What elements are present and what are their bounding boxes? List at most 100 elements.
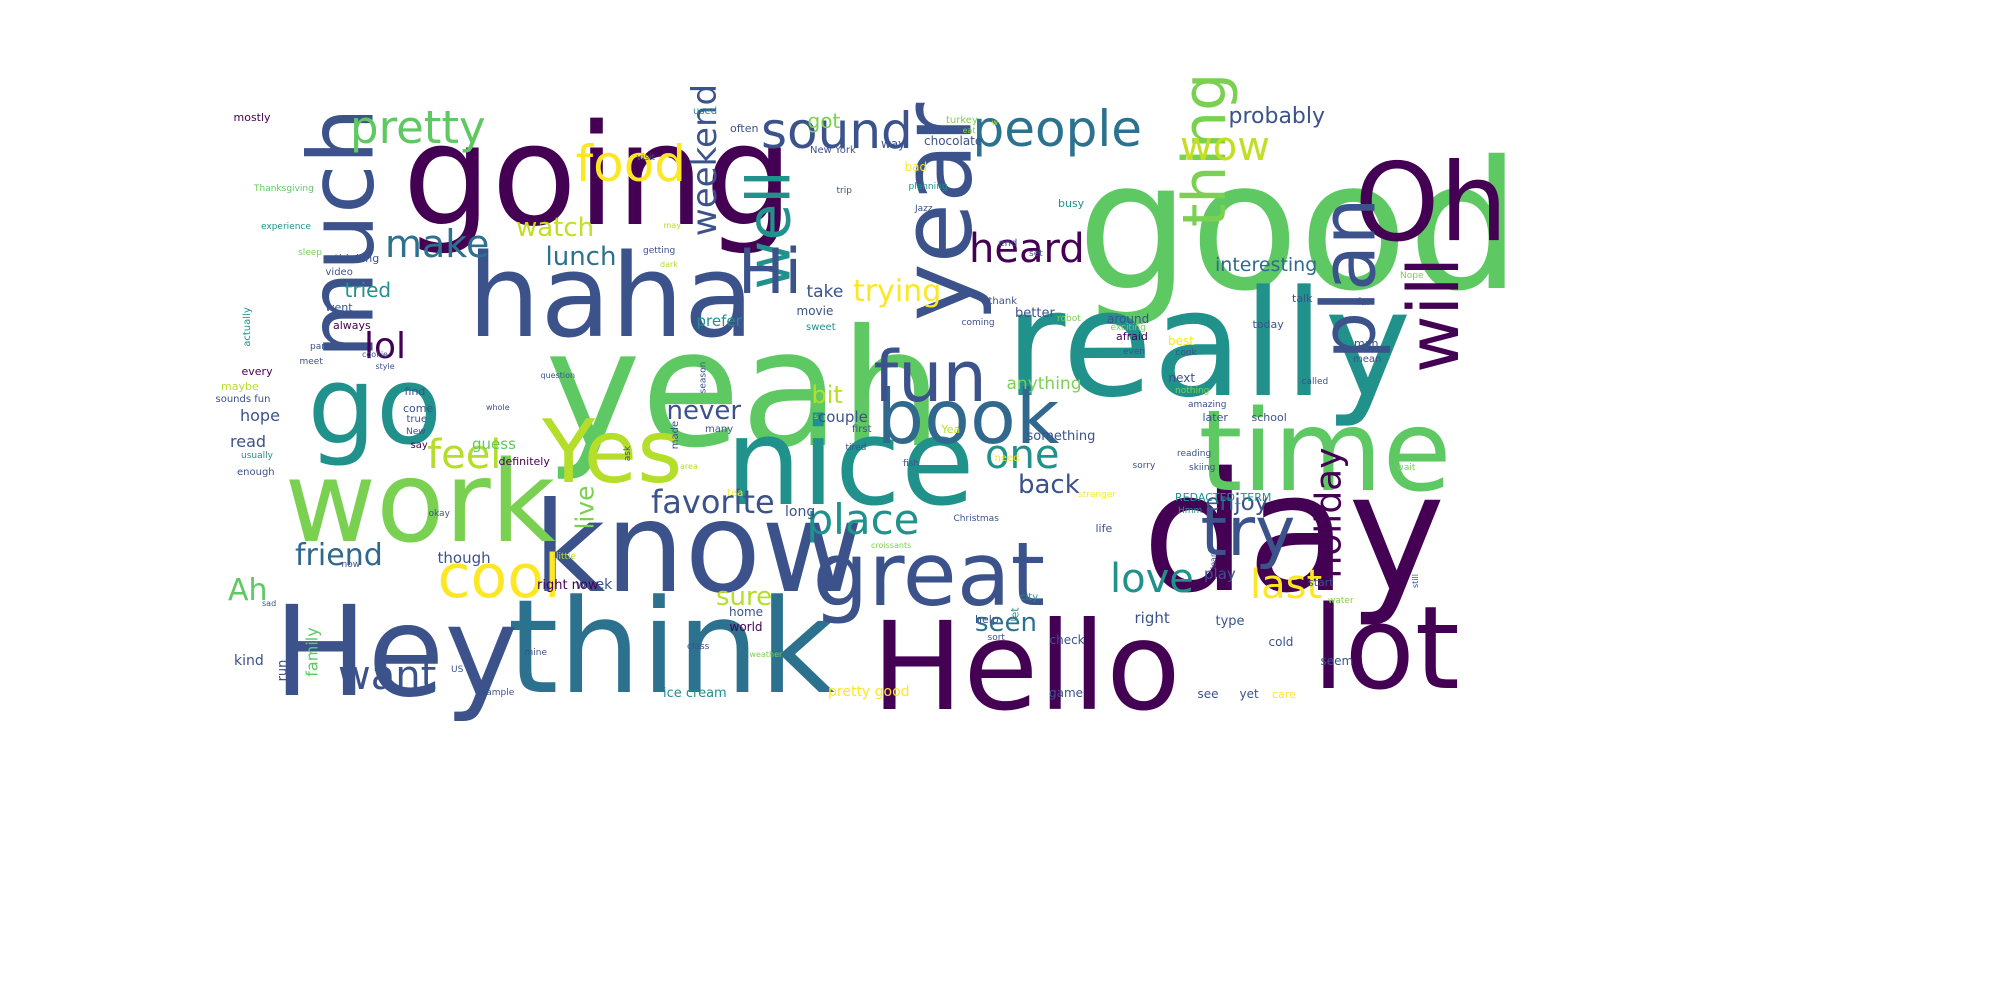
word-part: part — [310, 341, 329, 352]
word-school: school — [1251, 410, 1287, 424]
word-now: now — [341, 559, 361, 570]
word-place: place — [806, 495, 920, 544]
word-take: take — [806, 281, 844, 302]
word-back: back — [1018, 470, 1080, 500]
word-life: life — [1095, 521, 1113, 535]
word-example: example — [475, 687, 515, 698]
word-ask: ask — [622, 445, 633, 461]
word-stranger: stranger — [1078, 489, 1117, 500]
word-run: run — [275, 659, 291, 681]
word-redacted-term: REDACTED_TERM — [1175, 490, 1272, 504]
word-bad: bad — [904, 160, 928, 174]
word-sure: sure — [716, 582, 773, 612]
word-fun: fun — [873, 336, 987, 418]
word-still: still — [1410, 574, 1420, 588]
word-book: book — [876, 372, 1060, 461]
word-tried: tried — [344, 278, 392, 302]
word-though: though — [437, 548, 491, 567]
word-yeah: yeah — [545, 296, 943, 484]
word-afraid: afraid — [1116, 329, 1148, 343]
word-holiday: holiday — [1308, 447, 1350, 579]
word-far: far — [1357, 297, 1371, 308]
word-hey: Hey — [273, 579, 519, 725]
word-going: going — [402, 95, 794, 258]
word-often: often — [730, 121, 759, 135]
word-bit: bit — [811, 381, 843, 409]
word-amazing: amazing — [1188, 399, 1227, 410]
word-know: know — [533, 475, 864, 621]
word-couple: couple — [818, 407, 868, 426]
word-learn: learn — [1209, 548, 1219, 570]
word-interesting: interesting — [1215, 253, 1318, 276]
word-always: always — [333, 318, 371, 332]
word-come: come — [403, 401, 434, 415]
word-whole: whole — [486, 403, 510, 412]
word-best: best — [1168, 334, 1194, 348]
word-dark: dark — [660, 260, 678, 269]
word-chocolate: chocolate — [924, 134, 983, 148]
word-little: little — [556, 551, 577, 562]
word-robot: robot — [1057, 313, 1081, 324]
word-something: something — [1026, 428, 1096, 444]
word-later: later — [1202, 410, 1228, 424]
word-type: type — [1215, 613, 1245, 629]
word-true: true — [406, 414, 428, 425]
word-croissants: croissants — [871, 541, 912, 550]
word-fish: fish — [903, 458, 920, 469]
word-care: care — [1272, 687, 1296, 701]
word-today: today — [1252, 317, 1284, 331]
word-hi: Hi — [738, 235, 802, 308]
word-sleep: sleep — [298, 247, 322, 258]
word-class: class — [687, 641, 710, 652]
word-city: city — [1020, 592, 1039, 603]
word-lunch: lunch — [545, 242, 617, 272]
word-hmm: Hmm — [1178, 505, 1203, 516]
word-mean: mean — [1353, 354, 1382, 365]
word-set: set — [1029, 248, 1043, 259]
word-find: find — [404, 384, 426, 398]
word-end: end — [998, 238, 1018, 249]
word-good: good — [1077, 123, 1521, 330]
word-family: family — [302, 627, 322, 677]
word-trip: trip — [836, 185, 852, 196]
word-video: video — [325, 267, 353, 278]
word-home: home — [729, 605, 764, 619]
word-go: go — [307, 344, 443, 469]
word-skiing: skiing — [1189, 462, 1216, 473]
word-usually: usually — [241, 450, 273, 461]
word-busy: busy — [1058, 196, 1085, 210]
word-need: need — [994, 453, 1020, 464]
word-friend: friend — [295, 538, 383, 573]
word-planning: planning — [908, 181, 948, 192]
word-even: even — [1123, 346, 1146, 357]
word-pretty: pretty — [350, 100, 486, 154]
word-food: food — [575, 135, 687, 193]
word-thinking: thinking — [334, 251, 380, 265]
word-way: way — [881, 137, 906, 151]
word-visit: visit — [636, 152, 656, 163]
word-enough: enough — [237, 467, 275, 478]
word-okay: okay — [428, 508, 450, 519]
word-yes: Yes — [542, 400, 683, 503]
word-lot: lot — [1312, 581, 1460, 716]
word-thanksgiving: Thanksgiving — [254, 183, 314, 194]
word-meet: meet — [299, 356, 323, 367]
word-made: made — [670, 420, 682, 450]
word-sort: sort — [987, 632, 1005, 643]
word-let: let — [1008, 606, 1022, 622]
word-sad: sad — [262, 599, 277, 608]
word-christmas: Christmas — [953, 513, 999, 524]
word-work: work — [284, 438, 556, 568]
word-guess: guess — [472, 434, 516, 453]
word-exciting: exciting — [1110, 322, 1146, 333]
word-kind: kind — [234, 653, 264, 669]
word-love: love — [1110, 556, 1194, 602]
word-sorry: sorry — [1132, 460, 1156, 471]
word-coming: coming — [961, 317, 995, 328]
word-w: w — [991, 118, 999, 127]
word-day: day — [1142, 436, 1446, 629]
word-lol: lol — [364, 326, 407, 367]
word-hope: hope — [240, 406, 280, 425]
word-check: check — [1049, 633, 1085, 647]
word-maybe: maybe — [221, 379, 259, 393]
